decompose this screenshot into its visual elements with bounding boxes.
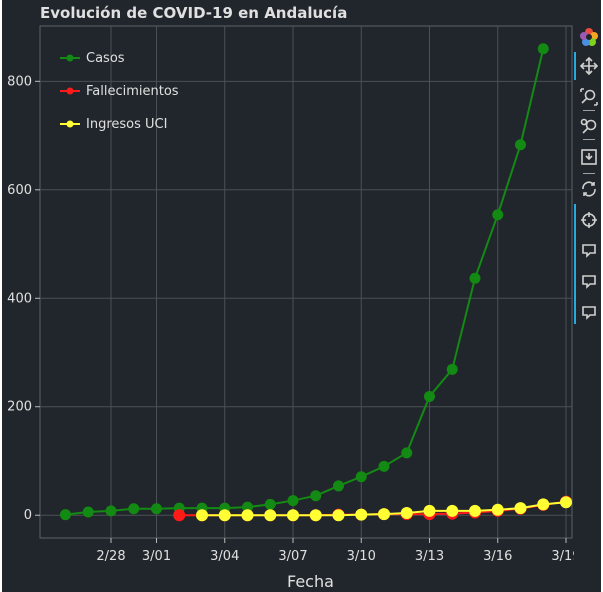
data-point-casos (446, 363, 458, 375)
y-tick-label: 400 (7, 291, 32, 306)
legend-marker-ingresos-uci (66, 120, 74, 128)
y-tick-label: 600 (7, 183, 32, 198)
pan-icon[interactable] (578, 55, 600, 77)
data-point-ingresos-uci (241, 509, 254, 522)
data-point-ingresos-uci (355, 508, 368, 521)
data-point-casos (378, 460, 390, 472)
data-point-casos (492, 209, 504, 221)
data-point-ingresos-uci (309, 509, 322, 522)
x-tick-label: 3/16 (483, 549, 512, 564)
active-tool-indicator (574, 52, 576, 80)
wheel-zoom-icon[interactable] (578, 115, 600, 137)
crosshair-icon[interactable] (578, 209, 600, 231)
data-point-casos (128, 503, 140, 515)
data-point-casos (469, 272, 481, 284)
plot-area (39, 25, 573, 539)
data-point-casos (264, 498, 276, 510)
hover-icon[interactable] (578, 302, 600, 324)
data-point-ingresos-uci (491, 503, 504, 516)
toolbar-separator (583, 139, 595, 140)
x-tick-label: 3/19 (551, 549, 574, 564)
legend-marker-casos (66, 54, 74, 62)
data-point-ingresos-uci (264, 509, 277, 522)
x-tick-label: 3/10 (347, 549, 376, 564)
y-tick-label: 800 (7, 74, 32, 89)
x-tick-label: 3/13 (415, 549, 444, 564)
data-point-casos (355, 471, 367, 483)
data-point-casos (151, 503, 162, 515)
data-point-ingresos-uci (446, 504, 459, 517)
chart-title: Evolución de COVID-19 en Andalucía (40, 4, 348, 22)
reset-icon[interactable] (578, 178, 600, 200)
data-point-ingresos-uci (560, 496, 572, 509)
hover-icon[interactable] (578, 240, 600, 262)
data-point-ingresos-uci (537, 498, 550, 511)
data-point-ingresos-uci (332, 509, 345, 522)
toolbar-separator (583, 110, 595, 111)
data-point-casos (515, 139, 526, 151)
x-tick-label: 3/04 (210, 549, 239, 564)
toolbar-separator (583, 173, 595, 174)
data-point-casos (60, 509, 71, 521)
legend-label-fallecimientos: Fallecimientos (86, 84, 179, 99)
active-tool-indicator (574, 204, 576, 324)
data-point-ingresos-uci (378, 508, 390, 521)
data-point-ingresos-uci (514, 502, 527, 515)
data-point-casos (401, 447, 413, 459)
hover-icon[interactable] (578, 271, 600, 293)
data-point-casos (424, 390, 435, 402)
x-axis-label: Fecha (287, 572, 334, 591)
x-tick-label: 3/01 (142, 549, 171, 564)
legend-label-casos: Casos (86, 51, 125, 66)
x-tick-label: 3/07 (278, 549, 307, 564)
chart-toolbar (574, 26, 603, 326)
bokeh-logo-icon[interactable] (578, 26, 600, 48)
data-point-casos (310, 490, 322, 502)
data-point-ingresos-uci (196, 509, 208, 522)
data-point-ingresos-uci (469, 504, 481, 517)
data-point-casos (537, 43, 549, 55)
data-point-fallecimientos (173, 509, 186, 522)
data-point-casos (105, 505, 117, 517)
x-tick-label: 2/28 (96, 549, 125, 564)
data-point-ingresos-uci (423, 504, 436, 517)
data-point-casos (287, 495, 299, 507)
box-zoom-icon[interactable] (578, 86, 600, 108)
y-tick-label: 200 (7, 400, 32, 415)
save-icon[interactable] (578, 146, 600, 168)
data-point-casos (82, 506, 94, 518)
legend-label-ingresos-uci: Ingresos UCI (86, 117, 167, 132)
data-point-casos (333, 480, 344, 492)
series-line-casos (65, 48, 545, 516)
legend-marker-fallecimientos (66, 87, 74, 95)
y-tick-label: 0 (24, 508, 32, 523)
data-point-ingresos-uci (218, 509, 231, 522)
data-point-ingresos-uci (287, 509, 299, 522)
data-point-ingresos-uci (400, 507, 413, 520)
chart-plot: 0 200 400 600 800 2/28 3/01 3/04 3/07 3/10 3/13 3/1… (7, 25, 574, 564)
